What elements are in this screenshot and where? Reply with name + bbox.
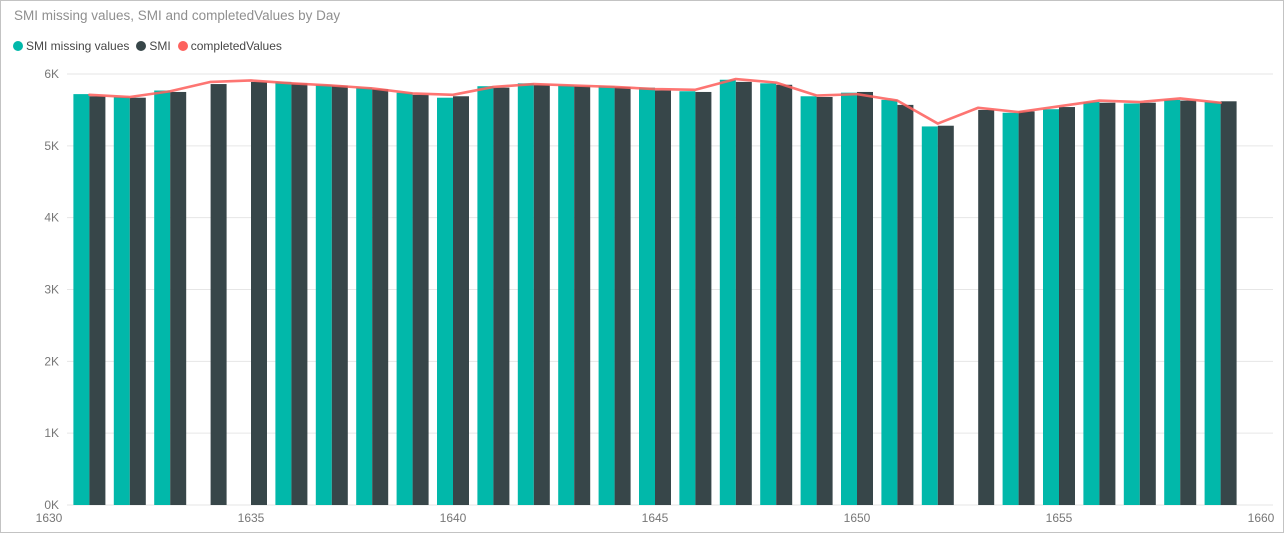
column-smi-1635[interactable] xyxy=(251,81,267,505)
legend-dot-icon xyxy=(13,41,23,51)
column-smi-1640[interactable] xyxy=(453,96,469,505)
column-smi-missing-1649[interactable] xyxy=(800,96,817,505)
column-smi-1657[interactable] xyxy=(1139,102,1156,505)
column-smi-1645[interactable] xyxy=(655,90,671,505)
column-smi-missing-1655[interactable] xyxy=(1043,109,1059,505)
column-smi-1647[interactable] xyxy=(735,81,752,505)
column-smi-missing-1647[interactable] xyxy=(719,79,736,505)
column-smi-1634[interactable] xyxy=(210,84,227,505)
column-smi-missing-1654[interactable] xyxy=(1002,112,1019,505)
x-axis-label: 1635 xyxy=(238,511,265,525)
column-smi-1648[interactable] xyxy=(776,84,793,506)
column-smi-1636[interactable] xyxy=(291,83,308,506)
column-smi-missing-1633[interactable] xyxy=(154,90,171,505)
y-axis-label: 6K xyxy=(44,67,59,81)
column-smi-missing-1636[interactable] xyxy=(275,81,292,505)
column-smi-1651[interactable] xyxy=(897,104,914,505)
legend-item-smi-missing-values[interactable]: SMI missing values xyxy=(13,39,129,53)
legend-dot-icon xyxy=(177,41,188,51)
legend-dot-icon xyxy=(136,41,147,51)
column-smi-1650[interactable] xyxy=(857,91,873,505)
column-smi-1638[interactable] xyxy=(372,89,389,506)
column-smi-1654[interactable] xyxy=(1018,111,1035,505)
column-smi-missing-1632[interactable] xyxy=(113,96,130,505)
column-smi-1631[interactable] xyxy=(89,96,106,505)
column-smi-missing-1640[interactable] xyxy=(437,97,453,505)
chart-legend: SMI missing values SMI completedValues xyxy=(13,39,289,53)
column-smi-missing-1651[interactable] xyxy=(881,99,898,506)
column-smi-1644[interactable] xyxy=(614,86,631,506)
column-smi-missing-1652[interactable] xyxy=(921,126,938,506)
legend-label: SMI xyxy=(149,39,171,53)
column-smi-missing-1643[interactable] xyxy=(558,85,575,505)
x-axis-label: 1650 xyxy=(844,511,871,525)
column-smi-1642[interactable] xyxy=(533,84,550,506)
column-smi-missing-1639[interactable] xyxy=(396,92,413,505)
column-smi-missing-1637[interactable] xyxy=(315,84,332,506)
column-smi-1653[interactable] xyxy=(978,109,995,506)
column-smi-1637[interactable] xyxy=(331,85,348,505)
column-smi-missing-1641[interactable] xyxy=(477,86,494,505)
column-smi-1639[interactable] xyxy=(412,94,429,505)
legend-item-smi[interactable]: SMI xyxy=(136,39,171,53)
column-smi-missing-1646[interactable] xyxy=(679,91,696,506)
column-smi-1649[interactable] xyxy=(816,96,833,505)
x-axis-label: 1645 xyxy=(642,511,669,525)
column-smi-1658[interactable] xyxy=(1180,100,1197,505)
line-completedvalues[interactable] xyxy=(88,77,1222,125)
legend-label: completedValues xyxy=(190,39,282,53)
column-smi-1659[interactable] xyxy=(1220,101,1237,506)
y-axis-label: 3K xyxy=(44,283,59,297)
y-axis-label: 5K xyxy=(44,139,59,153)
column-smi-missing-1642[interactable] xyxy=(517,83,534,506)
column-smi-missing-1638[interactable] xyxy=(356,87,373,506)
column-smi-missing-1658[interactable] xyxy=(1164,99,1181,506)
y-axis-label: 2K xyxy=(44,354,59,368)
y-axis-label: 4K xyxy=(44,211,59,225)
column-smi-1632[interactable] xyxy=(129,97,146,505)
column-smi-missing-1645[interactable] xyxy=(639,87,655,506)
column-smi-1652[interactable] xyxy=(937,125,954,505)
column-smi-missing-1648[interactable] xyxy=(760,83,777,506)
column-smi-missing-1650[interactable] xyxy=(841,92,857,505)
column-smi-1633[interactable] xyxy=(170,91,187,505)
column-smi-1656[interactable] xyxy=(1099,102,1116,505)
column-smi-1655[interactable] xyxy=(1059,107,1075,505)
legend-item-completedvalues[interactable]: completedValues xyxy=(177,39,282,53)
column-smi-missing-1659[interactable] xyxy=(1204,102,1221,505)
x-axis-label: 1630 xyxy=(36,511,63,525)
column-smi-missing-1631[interactable] xyxy=(73,94,90,505)
column-smi-missing-1644[interactable] xyxy=(598,86,615,505)
x-axis-label: 1640 xyxy=(440,511,467,525)
legend-label: SMI missing values xyxy=(26,39,130,53)
column-smi-missing-1657[interactable] xyxy=(1123,103,1140,506)
y-axis-label: 1K xyxy=(44,426,59,440)
y-axis-label: 0K xyxy=(44,498,59,512)
x-axis-label: 1655 xyxy=(1046,511,1073,525)
x-axis-label: 1660 xyxy=(1248,511,1275,525)
chart-title: SMI missing values, SMI and completedVal… xyxy=(14,8,341,23)
column-smi-missing-1656[interactable] xyxy=(1083,102,1100,505)
column-smi-1641[interactable] xyxy=(493,87,510,506)
column-smi-1646[interactable] xyxy=(695,91,712,505)
column-smi-1643[interactable] xyxy=(574,86,591,505)
